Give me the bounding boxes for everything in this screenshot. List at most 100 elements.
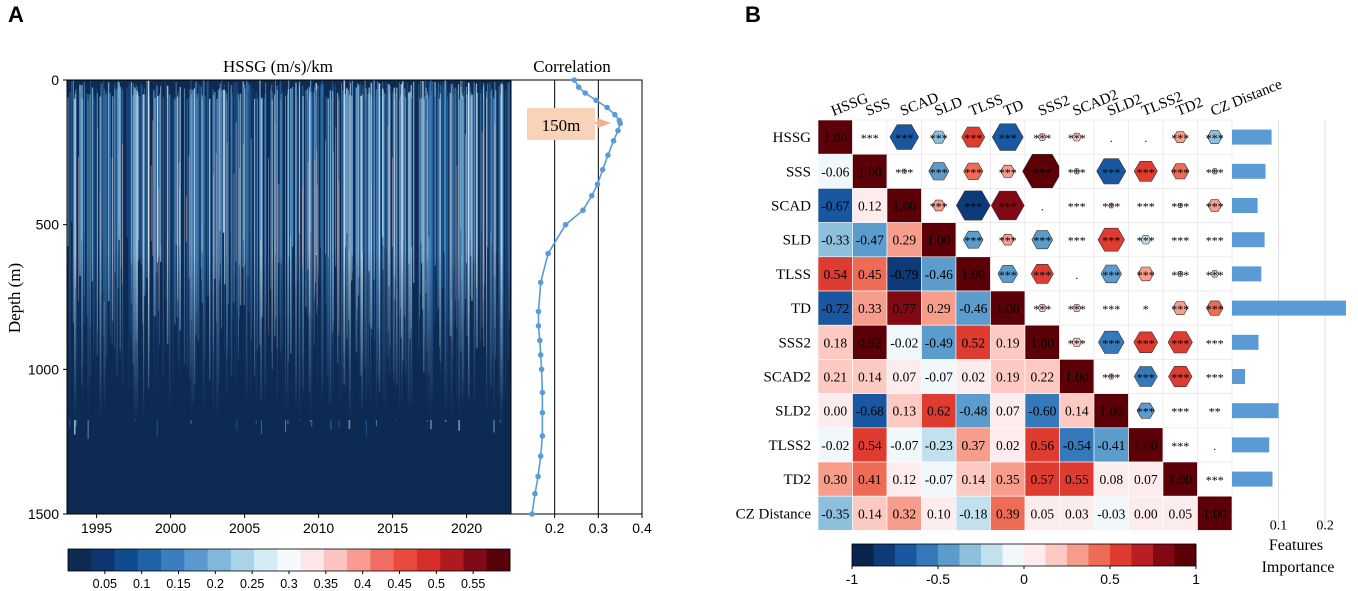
heatmap-colorbar: 0.05 0.1 0.15 0.2 0.25 0.3 0.35 0.4 0.45 0.5 0.55	[67, 548, 511, 591]
matrix-cell	[817, 153, 853, 189]
matrix-cell	[886, 359, 922, 394]
matrix-cell	[990, 461, 1026, 497]
heatmap-panel: HSSG (m/s)/km Depth (m) 0 500 1000 1500 199…	[5, 57, 512, 591]
colorbar-swatch	[1131, 544, 1154, 566]
matrix-significance: ***	[999, 131, 1017, 145]
correlation-x-tick-label: 0.3	[589, 520, 609, 536]
matrix-hexagon	[1177, 203, 1184, 208]
matrix-hexagon	[1133, 161, 1158, 182]
matrix-hexagon	[963, 230, 984, 249]
colorbar-swatch	[393, 549, 418, 571]
matrix-significance: ***	[861, 131, 879, 145]
matrix-value: -0.06	[821, 164, 849, 179]
feature-importance-bar	[1232, 198, 1258, 213]
matrix-significance: ***	[1137, 165, 1155, 179]
matrix-value: -0.46	[959, 301, 987, 316]
matrix-cell	[1059, 359, 1095, 394]
matrix-significance: ***	[964, 200, 982, 214]
matrix-hexagon	[1108, 202, 1115, 209]
matrix-cell	[886, 393, 922, 429]
colorbar-tick-label: 0.5	[1100, 571, 1120, 587]
matrix-cell	[990, 393, 1026, 429]
colorbar-tick-label: 0.35	[314, 577, 338, 591]
correlation-point	[589, 192, 595, 199]
matrix-cell	[886, 188, 922, 223]
matrix-cell	[921, 290, 957, 326]
colorbar-swatch	[416, 549, 441, 571]
matrix-significance: ***	[1171, 336, 1189, 350]
matrix-value: 0.08	[1099, 472, 1123, 487]
matrix-significance: ***	[1137, 200, 1155, 214]
matrix-value: 1.00	[1134, 438, 1158, 453]
matrix-hexagon	[997, 265, 1018, 283]
colorbar-swatch	[114, 549, 139, 571]
heatmap-ylabel: Depth (m)	[5, 263, 24, 333]
colorbar-swatch	[1174, 544, 1197, 566]
correlation-panel: Correlation 150m 0.2 0.3 0.4	[510, 57, 652, 536]
matrix-hexagon	[901, 168, 908, 174]
matrix-value: 0.05	[1168, 506, 1192, 521]
matrix-cell	[955, 359, 991, 394]
matrix-cell	[852, 393, 888, 429]
correlation-point	[612, 111, 618, 118]
panel-label-b: B	[745, 2, 761, 27]
correlation-point	[537, 453, 544, 459]
matrix-hexagon	[1133, 366, 1158, 387]
matrix-value: 0.14	[1065, 404, 1089, 419]
matrix-value: 0.19	[996, 370, 1020, 385]
matrix-hexagon	[932, 199, 946, 212]
correlation-point	[538, 366, 545, 373]
matrix-significance: ***	[1033, 165, 1051, 179]
matrix-significance: ***	[999, 200, 1017, 214]
matrix-cell	[1128, 495, 1164, 531]
colorbar-swatch	[916, 544, 939, 566]
matrix-significance: .	[1110, 131, 1113, 145]
matrix-hexagon	[1000, 164, 1016, 178]
colorbar-tick-label: 0.45	[387, 577, 411, 591]
matrix-hexagon	[1097, 227, 1125, 252]
matrix-value: 0.14	[858, 370, 882, 385]
heatmap-x-tick-label: 2020	[451, 520, 482, 536]
matrix-value: 0.14	[961, 472, 985, 487]
matrix-cell	[852, 153, 888, 189]
matrix-cell	[990, 290, 1026, 326]
matrix-significance: **	[1209, 405, 1221, 419]
matrix-cell	[1093, 393, 1129, 429]
matrix-value: -0.07	[925, 370, 953, 385]
matrix-significance: ***	[1206, 131, 1224, 145]
matrix-hexagon	[1211, 168, 1219, 175]
heatmap-x-tick-label: 1995	[81, 520, 112, 536]
matrix-hexagon	[1100, 264, 1122, 284]
feature-importance-tick-label: 0.2	[1316, 518, 1334, 533]
colorbar-swatch	[873, 544, 896, 566]
matrix-cell	[1024, 393, 1060, 429]
matrix-significance: ***	[1102, 165, 1120, 179]
matrix-hexagon	[1030, 263, 1054, 284]
matrix-cell	[852, 359, 888, 394]
matrix-value: 0.29	[892, 233, 916, 248]
matrix-hexagon	[1133, 331, 1159, 354]
matrix-value: 0.19	[996, 335, 1020, 350]
matrix-cell	[921, 256, 957, 292]
matrix-value: 0.30	[823, 472, 847, 487]
matrix-cell	[817, 495, 853, 531]
matrix-value: 0.62	[927, 404, 951, 419]
matrix-value: -0.46	[925, 267, 953, 282]
matrix-value: 0.41	[858, 472, 882, 487]
correlation-point	[535, 323, 542, 329]
matrix-cell	[1093, 495, 1129, 531]
correlation-frame	[510, 79, 643, 515]
matrix-row-label: CZ Distance	[736, 506, 812, 522]
feature-importance-bar	[1232, 232, 1265, 248]
feature-importance-bars	[1232, 129, 1346, 487]
matrix-significance: ***	[1206, 371, 1224, 385]
matrix-significance: ***	[1206, 268, 1224, 282]
heatmap-x-tick-label: 2005	[229, 520, 260, 536]
matrix-value: -0.23	[925, 438, 953, 453]
matrix-cell	[852, 461, 888, 497]
correlation-point	[539, 389, 546, 396]
matrix-significance: .	[1213, 439, 1216, 453]
matrix-significance: ***	[1068, 165, 1086, 179]
matrix-hexagon	[1071, 337, 1082, 347]
